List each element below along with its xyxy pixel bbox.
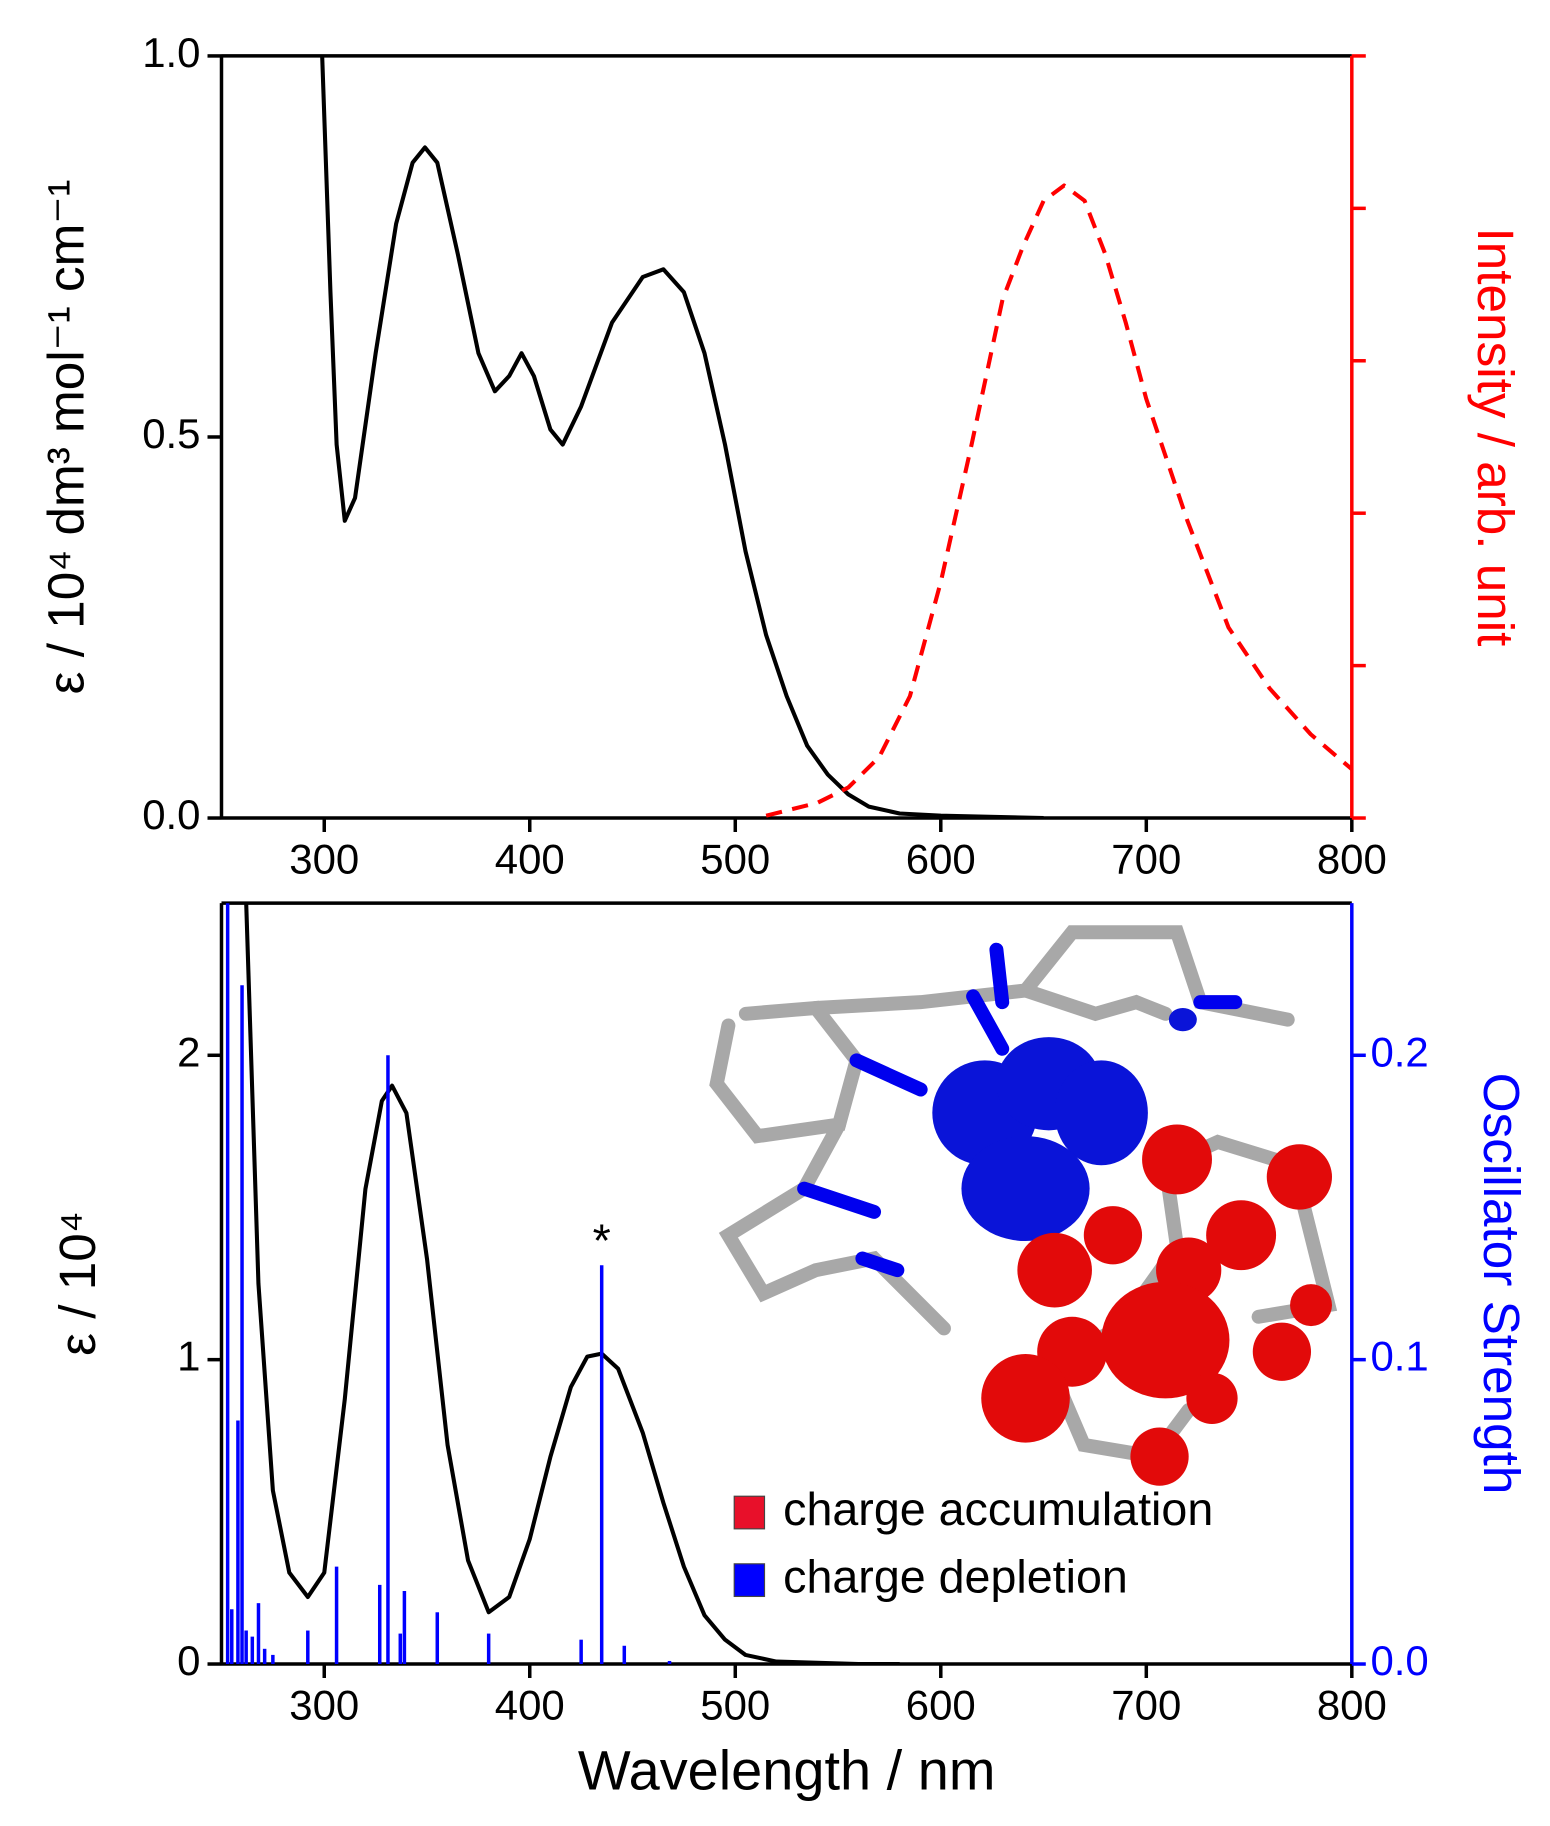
x-tick-label: 800: [1317, 1681, 1387, 1728]
series-line: [765, 183, 1352, 818]
x-tick-label: 600: [906, 835, 976, 882]
legend-label: charge depletion: [783, 1550, 1128, 1602]
x-tick-label: 400: [495, 1681, 565, 1728]
legend-swatch: [733, 1495, 766, 1530]
molecule-illustration: [709, 925, 1338, 1486]
x-tick-label: 600: [906, 1681, 976, 1728]
y-tick-label: 0.0: [142, 791, 200, 838]
y-tick-label: 0: [177, 1637, 200, 1684]
x-tick-label: 700: [1111, 1681, 1181, 1728]
x-tick-label: 300: [289, 835, 359, 882]
x-tick-label: 700: [1111, 835, 1181, 882]
y-tick-label: 0.5: [142, 410, 200, 457]
x-axis-label: Wavelength / nm: [578, 1739, 996, 1802]
y2-tick-label: 0.2: [1370, 1028, 1428, 1075]
series-line: [244, 903, 900, 1665]
legend-swatch: [733, 1563, 766, 1598]
y2-axis-label: Intensity / arb. unit: [1467, 228, 1524, 647]
y2-tick-label: 0.1: [1370, 1333, 1428, 1380]
x-tick-label: 500: [700, 835, 770, 882]
series-line: [320, 55, 1044, 819]
x-tick-label: 800: [1317, 835, 1387, 882]
y-tick-label: 2: [177, 1028, 200, 1075]
x-tick-label: 500: [700, 1681, 770, 1728]
y2-tick-label: 0.0: [1370, 1637, 1428, 1684]
legend-label: charge accumulation: [783, 1483, 1213, 1535]
x-tick-label: 400: [495, 835, 565, 882]
annotation: *: [593, 1215, 611, 1267]
y-tick-label: 1.0: [142, 29, 200, 76]
x-tick-label: 300: [289, 1681, 359, 1728]
y-tick-label: 1: [177, 1333, 200, 1380]
y-axis-label: ε / 10⁴: [49, 1211, 106, 1356]
y-axis-label: ε / 10⁴ dm³ mol⁻¹ cm⁻¹: [38, 180, 95, 695]
y2-axis-label: Oscillator Strength: [1473, 1073, 1530, 1495]
